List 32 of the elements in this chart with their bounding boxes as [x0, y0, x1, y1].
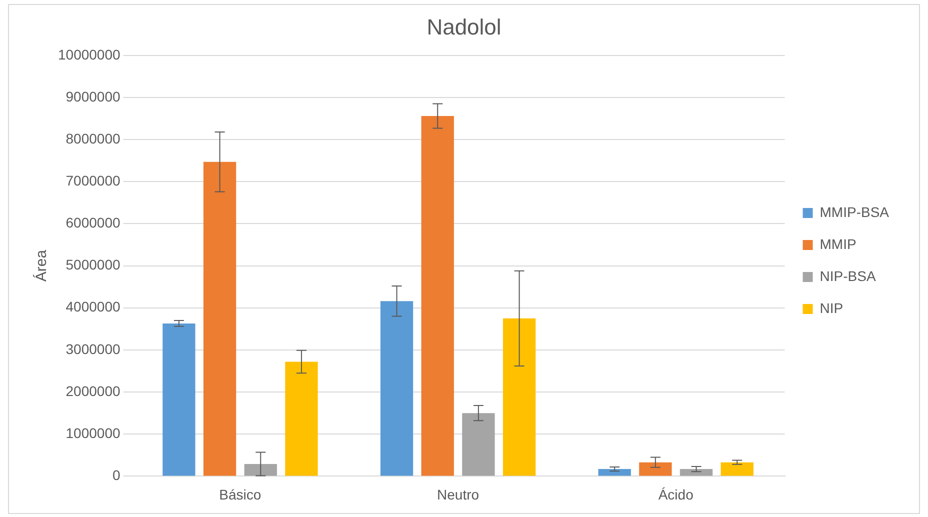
- y-tick-label: 0: [112, 467, 120, 484]
- bar: [380, 301, 414, 476]
- y-tick-label: 4000000: [66, 298, 120, 315]
- bar: [680, 469, 713, 476]
- y-tick-label: 2000000: [66, 382, 120, 399]
- legend-label: NIP: [820, 300, 844, 316]
- bar: [720, 462, 754, 476]
- bar: [639, 462, 672, 476]
- x-tick-label: Ácido: [658, 486, 694, 502]
- y-tick-label: 7000000: [66, 172, 120, 188]
- bar: [421, 116, 454, 476]
- x-tick-label: Básico: [219, 486, 262, 502]
- x-tick-label: Neutro: [437, 486, 480, 502]
- y-tick-label: 1000000: [66, 424, 120, 441]
- bar: [462, 413, 495, 476]
- y-tick-label: 3000000: [66, 340, 120, 357]
- y-tick-label: 9000000: [66, 88, 120, 104]
- legend-label: NIP-BSA: [820, 268, 876, 284]
- chart-title: Nadolol: [426, 14, 502, 40]
- bar: [162, 323, 196, 476]
- bar: [244, 464, 277, 476]
- y-axis-title: Área: [32, 249, 50, 282]
- y-tick-label: 8000000: [66, 130, 120, 146]
- bar: [502, 318, 536, 476]
- legend-label: MMIP-BSA: [820, 204, 890, 220]
- y-tick-label: 5000000: [66, 256, 120, 273]
- y-tick-label: 10000000: [58, 46, 120, 62]
- bar: [203, 162, 236, 476]
- y-tick-label: 6000000: [66, 214, 120, 231]
- bar: [285, 362, 318, 476]
- legend-label: MMIP: [820, 236, 856, 252]
- bar: [598, 469, 631, 476]
